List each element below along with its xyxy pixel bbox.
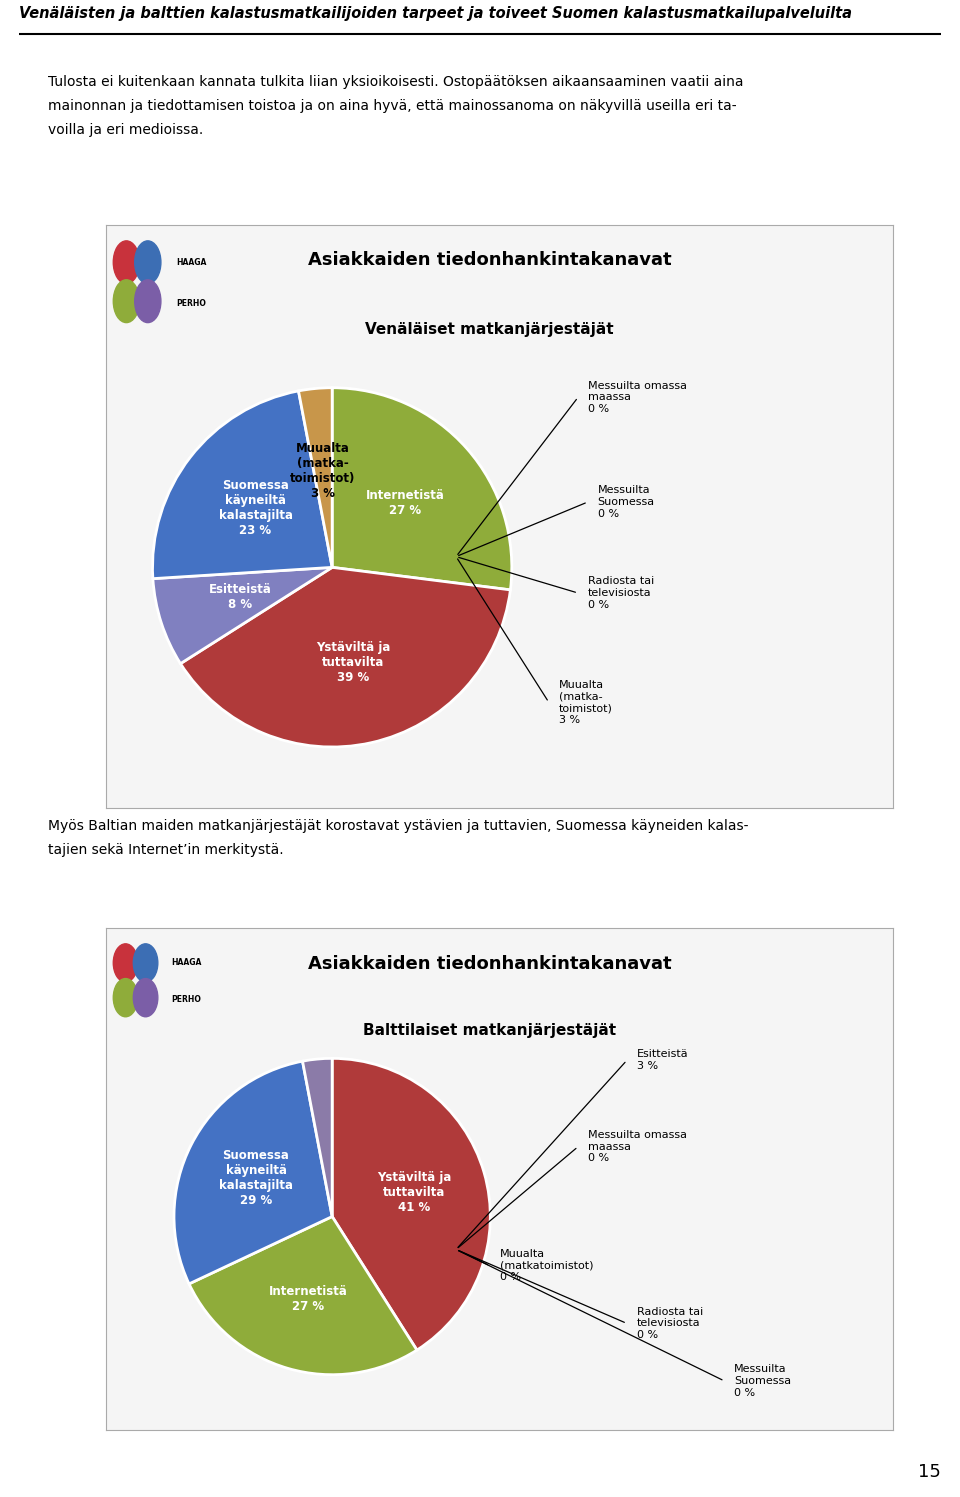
Text: 15: 15 — [918, 1463, 941, 1481]
Wedge shape — [180, 567, 511, 747]
Wedge shape — [332, 388, 512, 590]
Circle shape — [133, 943, 157, 982]
Text: Muualta
(matka-
toimistot)
3 %: Muualta (matka- toimistot) 3 % — [290, 442, 356, 500]
Text: Venäläisten ja balttien kalastusmatkailijoiden tarpeet ja toiveet Suomen kalastu: Venäläisten ja balttien kalastusmatkaili… — [19, 6, 852, 21]
Text: Esitteistä
3 %: Esitteistä 3 % — [636, 1049, 688, 1070]
Wedge shape — [302, 1058, 332, 1217]
Wedge shape — [189, 1217, 417, 1374]
Text: Venäläiset matkanjärjestäjät: Venäläiset matkanjärjestäjät — [366, 322, 613, 337]
Text: Asiakkaiden tiedonhankintakanavat: Asiakkaiden tiedonhankintakanavat — [308, 955, 671, 973]
Wedge shape — [174, 1061, 332, 1284]
Circle shape — [134, 241, 161, 283]
Text: Esitteistä
8 %: Esitteistä 8 % — [208, 584, 272, 611]
Text: Messuilta
Suomessa
0 %: Messuilta Suomessa 0 % — [598, 485, 655, 518]
Circle shape — [113, 280, 139, 322]
Text: Balttilaiset matkanjärjestäjät: Balttilaiset matkanjärjestäjät — [363, 1022, 616, 1037]
Text: Messuilta omassa
maassa
0 %: Messuilta omassa maassa 0 % — [588, 1130, 686, 1163]
Text: Internetistä
27 %: Internetistä 27 % — [269, 1284, 348, 1313]
Circle shape — [133, 979, 157, 1016]
Text: Muualta
(matka-
toimistot)
3 %: Muualta (matka- toimistot) 3 % — [559, 680, 612, 725]
Text: Tulosta ei kuitenkaan kannata tulkita liian yksioikoisesti. Ostopäätöksen aikaan: Tulosta ei kuitenkaan kannata tulkita li… — [48, 75, 743, 136]
Text: Asiakkaiden tiedonhankintakanavat: Asiakkaiden tiedonhankintakanavat — [308, 251, 671, 269]
Text: Messuilta omassa
maassa
0 %: Messuilta omassa maassa 0 % — [588, 380, 686, 413]
Wedge shape — [153, 391, 332, 579]
Text: HAAGA: HAAGA — [172, 958, 203, 967]
Circle shape — [113, 979, 138, 1016]
Text: Suomessa
käyneiltä
kalastajilta
23 %: Suomessa käyneiltä kalastajilta 23 % — [219, 479, 293, 537]
Text: Ystäviltä ja
tuttavilta
41 %: Ystäviltä ja tuttavilta 41 % — [377, 1171, 451, 1214]
Text: Muualta
(matkatoimistot)
0 %: Muualta (matkatoimistot) 0 % — [500, 1250, 593, 1283]
Text: Radiosta tai
televisiosta
0 %: Radiosta tai televisiosta 0 % — [588, 576, 654, 609]
Circle shape — [113, 241, 139, 283]
Text: PERHO: PERHO — [176, 298, 205, 308]
Text: Messuilta
Suomessa
0 %: Messuilta Suomessa 0 % — [734, 1364, 791, 1398]
Text: Myös Baltian maiden matkanjärjestäjät korostavat ystävien ja tuttavien, Suomessa: Myös Baltian maiden matkanjärjestäjät ko… — [48, 819, 749, 856]
Text: Internetistä
27 %: Internetistä 27 % — [366, 490, 444, 516]
Text: HAAGA: HAAGA — [176, 257, 206, 266]
Circle shape — [113, 943, 138, 982]
Text: PERHO: PERHO — [172, 996, 202, 1004]
Wedge shape — [332, 1058, 491, 1350]
Wedge shape — [299, 388, 332, 567]
Circle shape — [134, 280, 161, 322]
Text: Suomessa
käyneiltä
kalastajilta
29 %: Suomessa käyneiltä kalastajilta 29 % — [219, 1148, 293, 1207]
Text: Radiosta tai
televisiosta
0 %: Radiosta tai televisiosta 0 % — [636, 1307, 703, 1340]
Text: Ystäviltä ja
tuttavilta
39 %: Ystäviltä ja tuttavilta 39 % — [316, 641, 391, 684]
Wedge shape — [153, 567, 332, 663]
